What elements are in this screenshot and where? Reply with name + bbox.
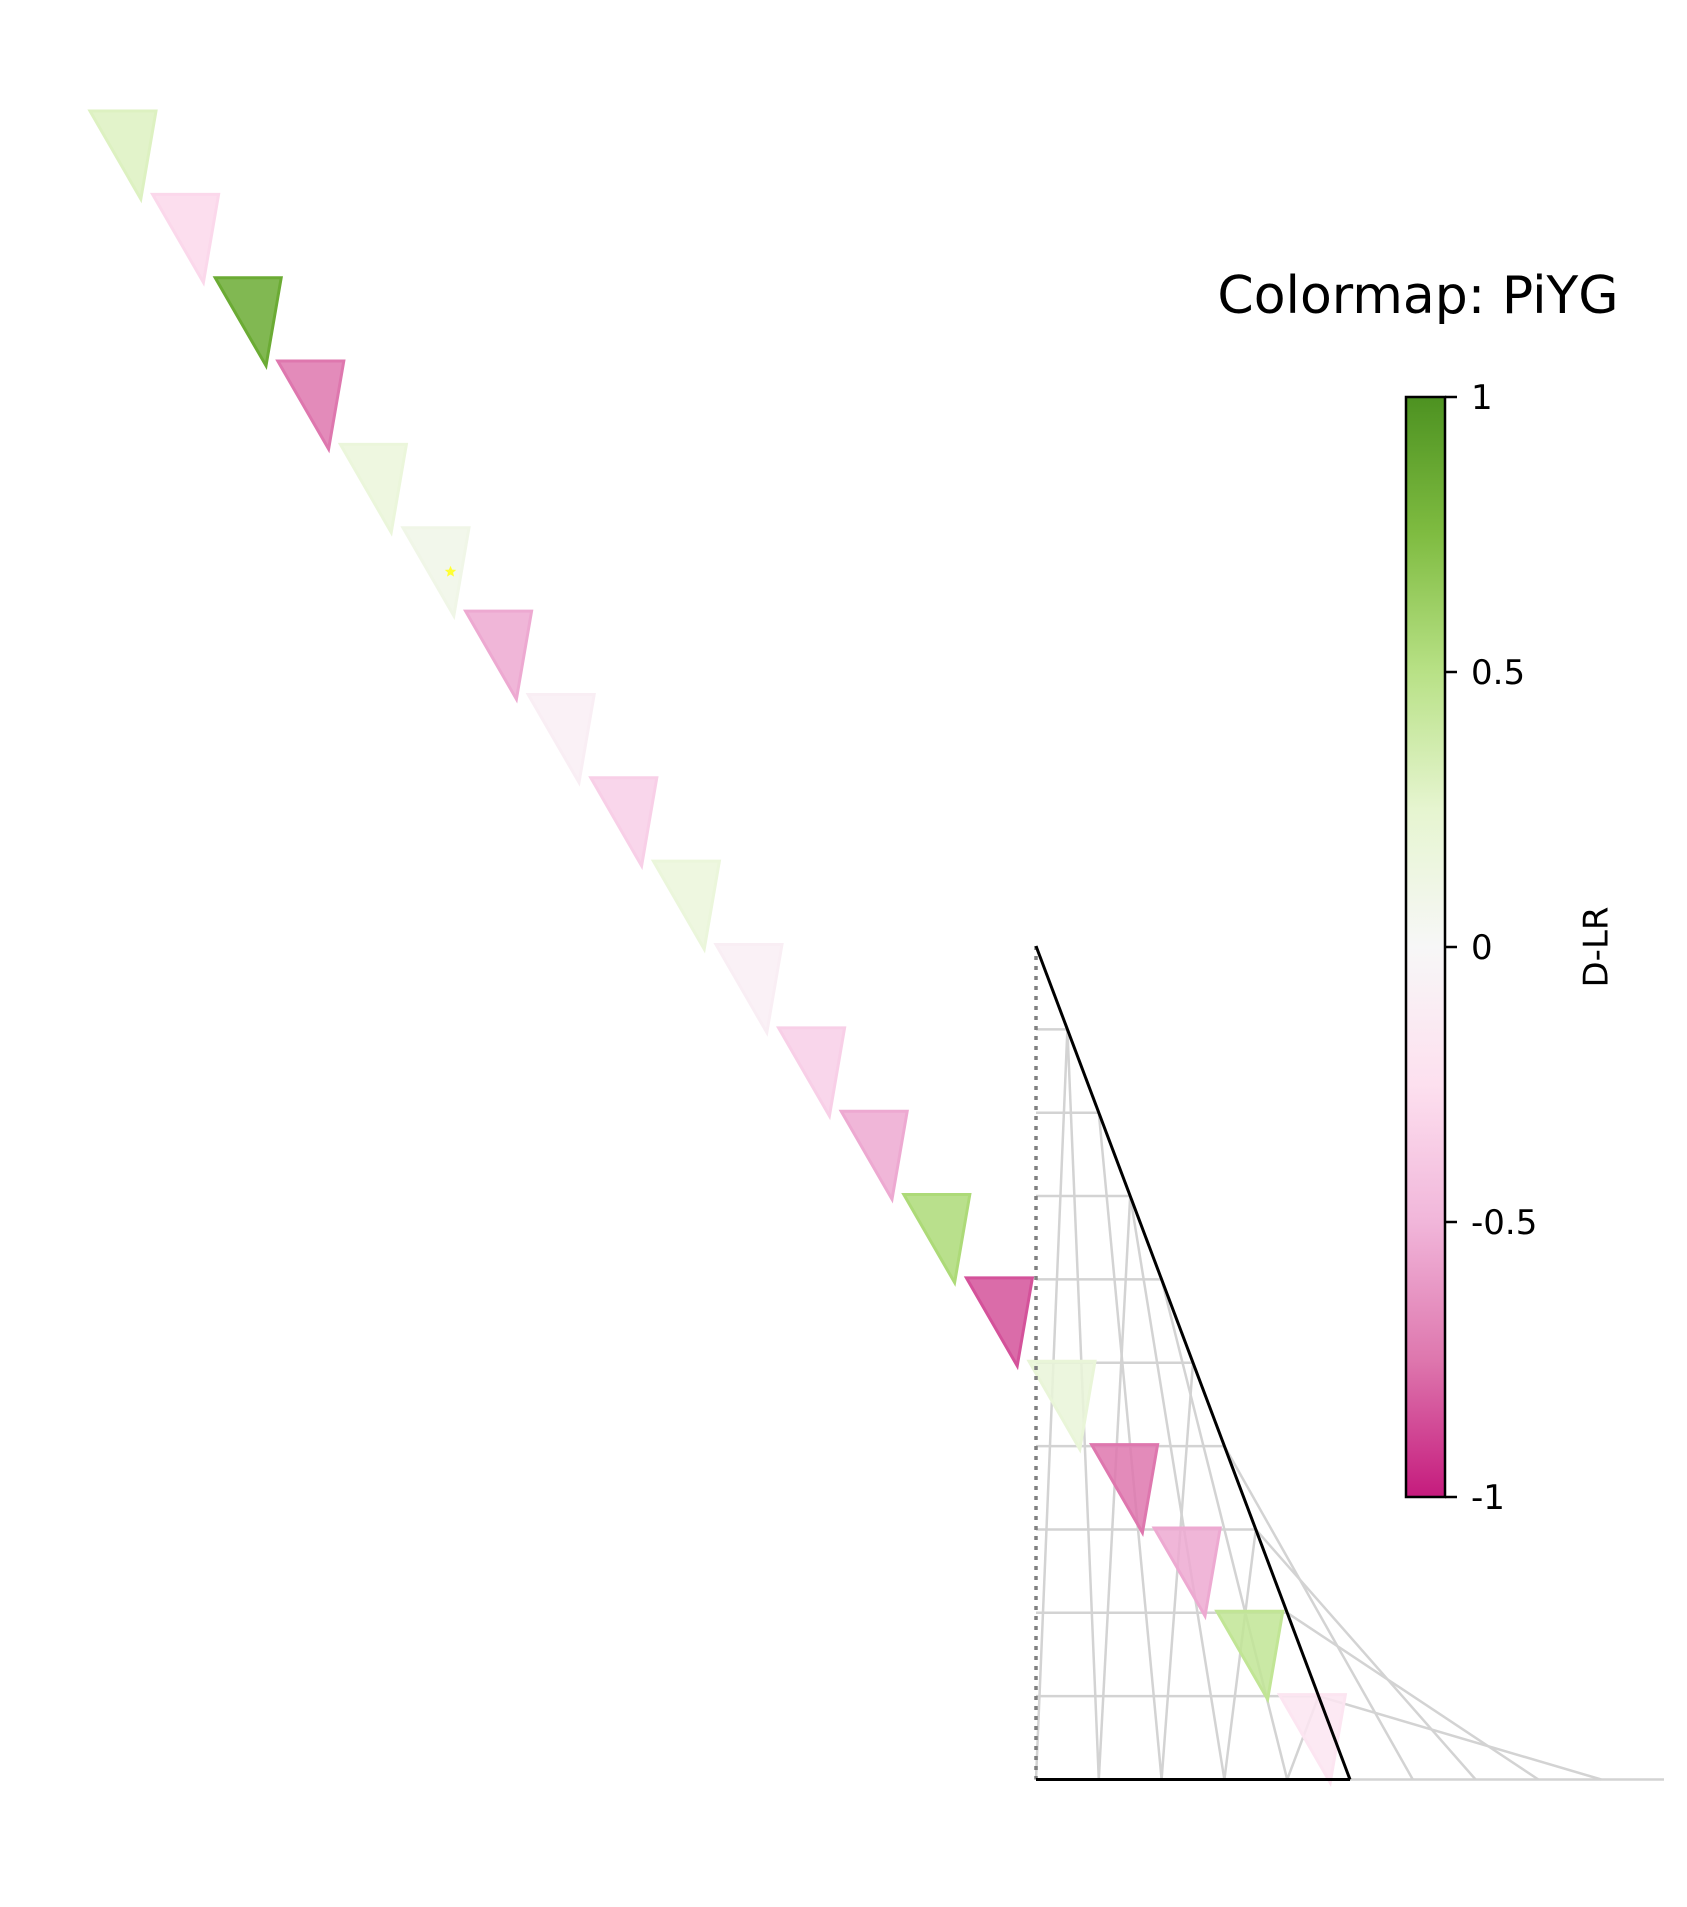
diagonal-cell xyxy=(337,442,409,537)
star-marker xyxy=(444,565,457,577)
colorbar-ticks: 1 0.5 0 -0.5 -1 xyxy=(1445,378,1537,1518)
diagonal-cell xyxy=(1026,1359,1097,1454)
grid-line xyxy=(1160,1362,1195,1780)
grid-line xyxy=(1223,1445,1414,1781)
grid-line xyxy=(1034,1029,1069,1780)
colorbar-gradient xyxy=(1404,395,1447,1499)
grid-frame xyxy=(1034,945,1352,1781)
diagonal-cell xyxy=(1089,1443,1160,1537)
diagonal-cell xyxy=(650,859,722,954)
diagonal-cell xyxy=(588,776,659,871)
grid-line xyxy=(1097,1195,1132,1780)
colorbar-tick-label: -1 xyxy=(1471,1478,1505,1518)
diagonal-cell xyxy=(838,1109,909,1204)
grid-line xyxy=(1286,1611,1540,1781)
diagonal-cell xyxy=(525,692,596,787)
diagonal-cell xyxy=(275,359,346,454)
grid-line xyxy=(1254,1528,1477,1781)
colorbar-tick-label: 0 xyxy=(1471,928,1493,968)
chart-title: Colormap: PiYG xyxy=(1217,266,1618,326)
colorbar-tick-label: -0.5 xyxy=(1471,1203,1537,1243)
colorbar-tick-label: 1 xyxy=(1471,378,1493,418)
diagonal-cells xyxy=(87,109,1348,1787)
hypotenuse-edge xyxy=(1034,945,1352,1781)
diagonal-cell xyxy=(776,1026,847,1121)
colorbar: 1 0.5 0 -0.5 -1 D-LR xyxy=(1404,378,1617,1518)
diagonal-cell xyxy=(1276,1693,1348,1787)
diagonal-cell xyxy=(87,109,158,204)
diagonal-cell xyxy=(963,1276,1035,1371)
diagonal-cell xyxy=(713,943,784,1037)
triangular-grid xyxy=(1034,1028,1664,1781)
diagonal-cell xyxy=(400,526,471,621)
diagonal-cell xyxy=(212,276,283,371)
colorbar-tick-label: 0.5 xyxy=(1471,653,1525,693)
diagonal-cell xyxy=(1151,1526,1222,1621)
diagonal-cell xyxy=(150,192,221,287)
grid-line xyxy=(1128,1195,1226,1780)
diagonal-cell xyxy=(901,1193,972,1287)
colorbar-label: D-LR xyxy=(1577,906,1617,987)
diagonal-cell xyxy=(463,609,534,704)
diagonal-cell xyxy=(1214,1609,1285,1704)
grid-line xyxy=(1318,1694,1602,1781)
